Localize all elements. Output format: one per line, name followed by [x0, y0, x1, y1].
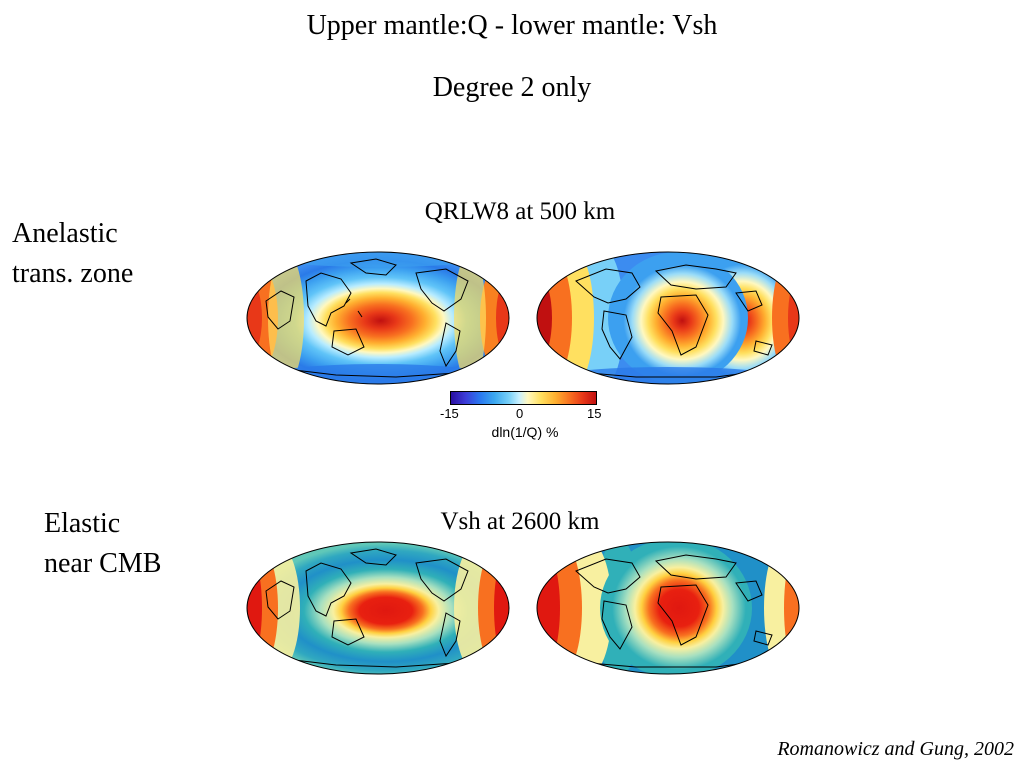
slide-title: Upper mantle:Q - lower mantle: Vsh — [306, 10, 718, 41]
side-label-line: Anelastic — [12, 218, 118, 249]
side-label-anelastic: Anelastic trans. zone — [12, 214, 133, 294]
side-label-line: trans. zone — [12, 258, 134, 289]
map-title-vsh: Vsh at 2600 km — [440, 508, 600, 535]
side-label-line: Elastic — [44, 508, 121, 539]
q-map-africa-hemisphere — [536, 251, 800, 385]
side-label-elastic: Elastic near CMB — [44, 504, 161, 584]
vsh-map-africa-hemisphere — [536, 541, 800, 675]
colorbar-label: dln(1/Q) % — [491, 424, 559, 440]
vsh-map-pacific-hemisphere — [246, 541, 510, 675]
colorbar-tick-zero: 0 — [516, 406, 524, 421]
map-title-qrlw8: QRLW8 at 500 km — [424, 198, 616, 225]
slide-subtitle: Degree 2 only — [432, 72, 592, 103]
citation: Romanowicz and Gung, 2002 — [777, 738, 1014, 760]
q-map-pacific-hemisphere — [246, 251, 510, 385]
colorbar — [450, 391, 597, 405]
colorbar-tick-min: -15 — [440, 406, 459, 421]
side-label-line: near CMB — [44, 548, 162, 579]
colorbar-tick-max: 15 — [587, 406, 602, 421]
